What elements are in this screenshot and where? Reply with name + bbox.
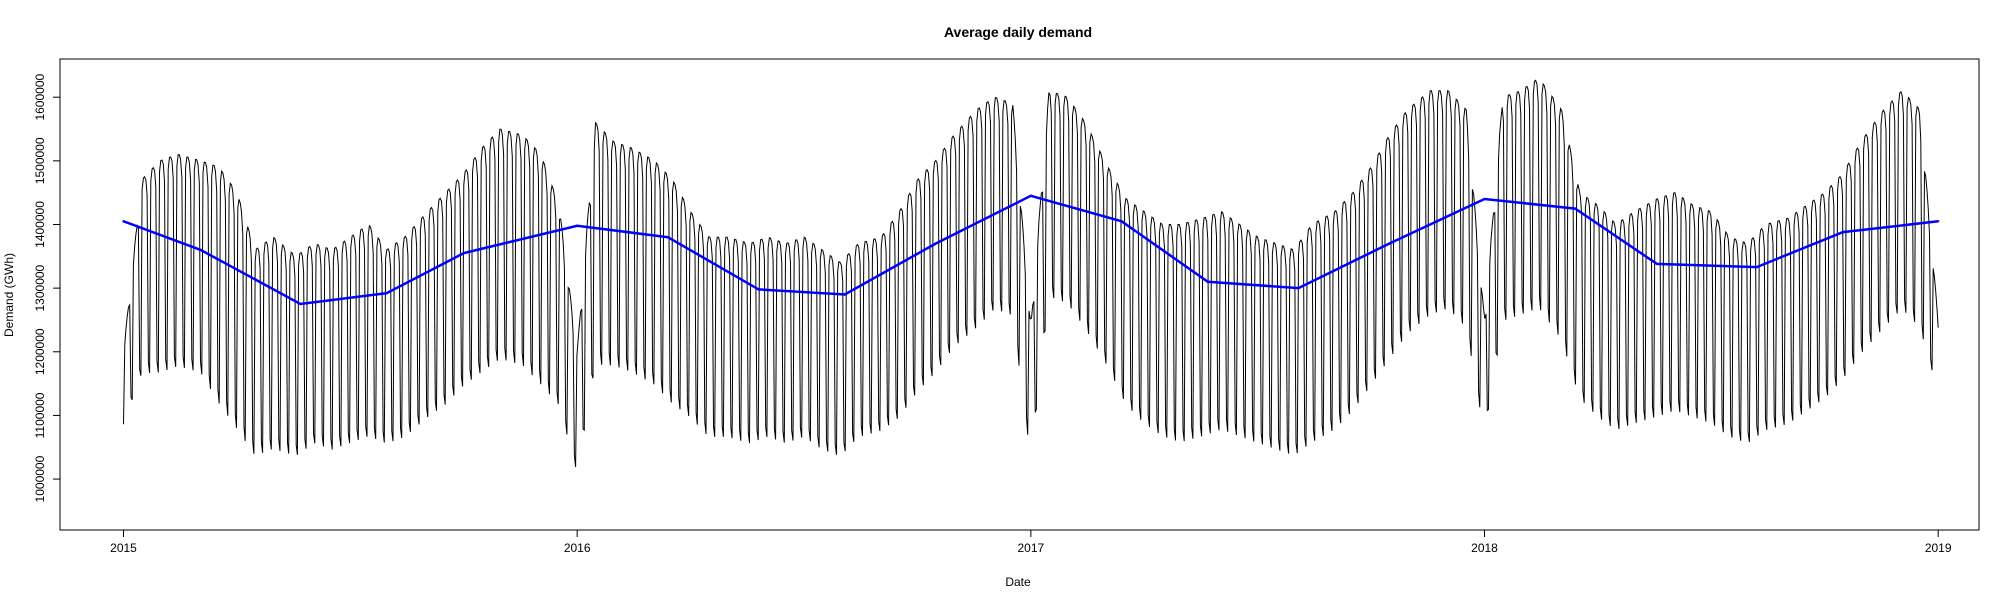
chart-title: Average daily demand [944, 24, 1092, 40]
x-tick-label: 2018 [1471, 541, 1498, 555]
x-tick-label: 2016 [564, 541, 591, 555]
trend-point [1755, 265, 1758, 269]
trend-point [575, 224, 579, 227]
trend-point [1029, 194, 1033, 198]
trend-point [934, 242, 937, 245]
trend-point [1206, 280, 1209, 283]
y-tick-label: 1000000 [33, 455, 47, 502]
trend-point [1936, 220, 1940, 223]
trend-point [122, 220, 125, 223]
y-axis-label: Demand (GWh) [2, 253, 16, 337]
trend-point [843, 293, 847, 296]
y-tick-label: 1500000 [33, 137, 47, 184]
trend-point [1655, 262, 1659, 266]
x-tick-label: 2017 [1017, 541, 1044, 555]
x-axis: 2015 2016 2017 2018 2019 [110, 529, 1952, 555]
trend-point [1574, 207, 1577, 210]
series-trend-line [123, 194, 1939, 306]
trend-point [1297, 286, 1300, 290]
trend-point [462, 251, 465, 255]
trend-point [199, 248, 202, 252]
y-tick-label: 1300000 [33, 264, 47, 311]
series-daily-demand-line [123, 79, 1939, 467]
y-tick-label: 1200000 [33, 328, 47, 375]
trend-point [666, 236, 670, 239]
y-axis: 1000000 1100000 1200000 1300000 1400000 15000… [33, 74, 61, 502]
trend-point [1483, 197, 1486, 201]
x-tick-label: 2019 [1925, 541, 1952, 555]
trend-point [1120, 220, 1123, 223]
series-layer [122, 79, 1940, 467]
x-axis-label: Date [1005, 575, 1031, 589]
trend-point [385, 292, 388, 295]
trend-point [1841, 230, 1845, 234]
trend-point [757, 288, 760, 291]
y-tick-label: 1400000 [33, 201, 47, 248]
y-tick-label: 1100000 [33, 392, 47, 438]
trend-point [299, 302, 302, 306]
x-tick-label: 2015 [110, 541, 137, 555]
trend-point [1388, 242, 1391, 245]
y-tick-label: 1600000 [33, 74, 47, 121]
